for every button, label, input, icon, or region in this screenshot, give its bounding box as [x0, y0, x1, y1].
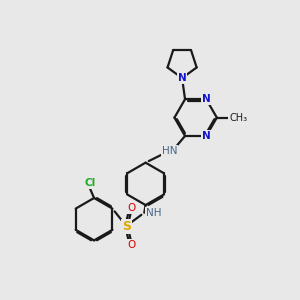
Text: CH₃: CH₃ [229, 112, 248, 123]
Text: N: N [178, 73, 187, 83]
Text: HN: HN [162, 146, 178, 156]
Text: S: S [122, 220, 131, 233]
Text: O: O [127, 203, 136, 213]
Text: N: N [202, 131, 211, 141]
Text: N: N [202, 94, 211, 104]
Text: Cl: Cl [84, 178, 95, 188]
Text: NH: NH [146, 208, 161, 218]
Text: O: O [127, 239, 136, 250]
